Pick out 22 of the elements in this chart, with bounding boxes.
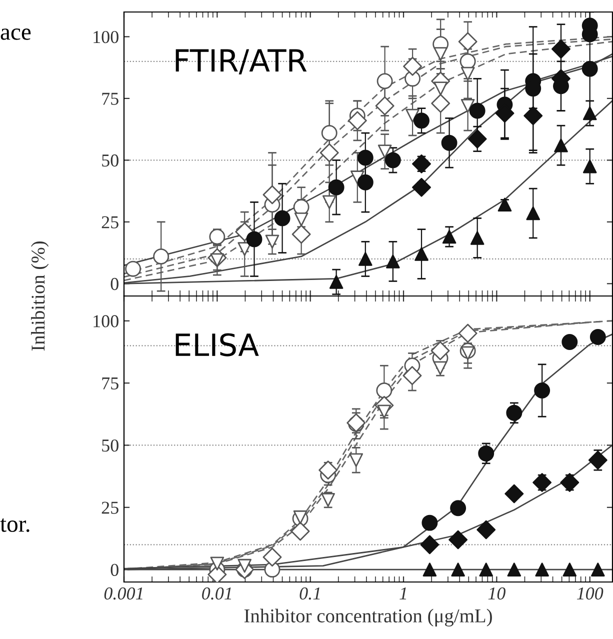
y-tick-label: 0 — [110, 278, 118, 290]
x-tick-label: 0.1 — [300, 587, 320, 600]
x-tick-label: 0.001 — [104, 587, 142, 600]
x-tick-label: 1 — [400, 587, 406, 600]
y-tick-label: 100 — [94, 315, 118, 328]
y-axis-title: Inhibition (%) — [31, 242, 49, 351]
x-axis-title: Inhibitor concentration (μg/mL) — [244, 608, 492, 626]
annotation: ELISA — [176, 333, 259, 356]
y-tick-label: 100 — [94, 30, 118, 44]
text: ace — [0, 28, 31, 40]
y-tick-label: 0 — [110, 564, 118, 576]
y-tick-label: 25 — [102, 216, 118, 228]
x-tick-label: 0.01 — [202, 587, 232, 600]
y-tick-label: 25 — [102, 502, 118, 514]
annotation: FTIR/ATR — [176, 49, 307, 74]
x-tick-label: 100 — [576, 587, 604, 600]
y-tick-label: 50 — [102, 439, 118, 452]
y-tick-label: 75 — [102, 92, 118, 105]
y-tick-label: 50 — [102, 154, 118, 167]
text: tor. — [0, 518, 30, 532]
x-tick-label: 10 — [488, 587, 506, 600]
y-tick-label: 75 — [102, 377, 118, 390]
